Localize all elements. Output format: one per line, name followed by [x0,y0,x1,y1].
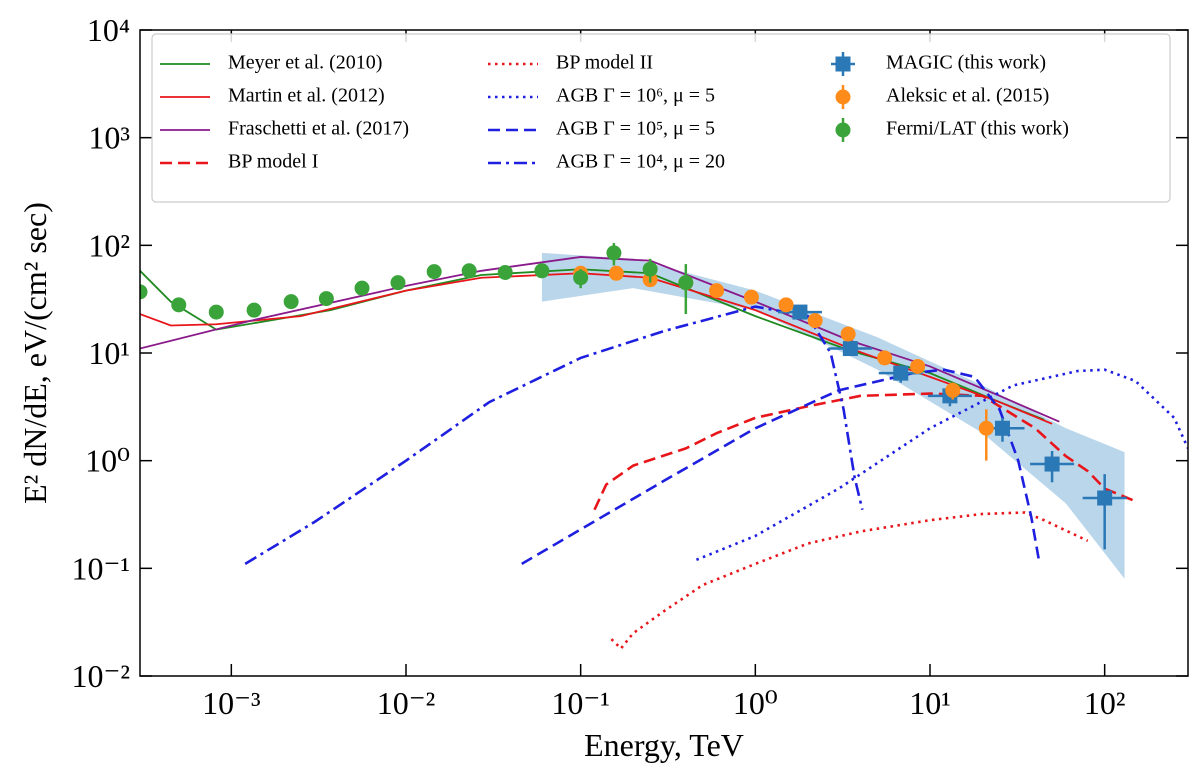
marker [807,313,823,329]
legend-swatch [835,122,851,138]
marker [1097,490,1113,506]
marker [743,289,759,305]
model-line [244,305,864,565]
marker [642,261,658,277]
model-line [593,392,1136,511]
marker [354,280,370,296]
y-axis-label: E² dN/dE, eV/(cm² sec) [17,202,53,504]
marker [840,326,856,342]
axes: 10⁻³ 10⁻² 10⁻¹ 10⁰ 10¹ 10² 10⁻² 10⁻¹ 10⁰ 10¹ 10² 10… [72,12,1188,721]
marker [573,270,589,286]
marker [461,263,477,279]
legend-label: BP model II [556,52,653,74]
legend-label: Fermi/LAT (this work) [886,118,1069,140]
uncertainty-band [541,252,1125,579]
marker [709,283,725,299]
marker [318,291,334,307]
marker [1044,456,1060,472]
legend-label: MAGIC (this work) [886,52,1046,74]
x-tick-label: 10² [1084,685,1126,721]
x-tick-label: 10⁻² [377,685,435,721]
marker [497,264,513,280]
legend-frame [151,33,1171,203]
x-axis-label: Energy, TeV [584,727,744,763]
marker [283,294,299,310]
marker [842,341,858,357]
y-tick-label: 10¹ [88,335,130,371]
x-tick-label: 10⁻¹ [551,685,609,721]
legend-label: AGB Γ = 10⁵, μ = 5 [556,118,715,140]
marker [994,420,1010,436]
legend-label: BP model I [228,151,318,173]
y-tick-label: 10³ [88,120,130,156]
marker [910,358,926,374]
y-tick-label: 10⁴ [87,12,130,48]
legend-swatch [835,89,851,105]
legend-label: AGB Γ = 10⁴, μ = 20 [556,151,725,173]
marker [893,365,909,381]
marker [606,245,622,261]
marker [792,304,808,320]
x-tick-label: 10¹ [909,685,951,721]
marker [390,275,406,291]
marker [140,284,148,300]
model-line [521,368,1041,565]
legend-label: AGB Γ = 10⁶, μ = 5 [556,85,715,107]
legend: Meyer et al. (2010) Martin et al. (2012) F… [160,52,1069,173]
marker [246,302,262,318]
marker [877,350,893,366]
marker [171,297,187,313]
legend-label: Meyer et al. (2010) [228,52,382,74]
legend-label: Aleksic et al. (2015) [886,85,1049,107]
marker [534,263,550,279]
marker [208,304,224,320]
legend-swatch [835,56,851,72]
marker [978,420,994,436]
legend-label: Fraschetti et al. (2017) [228,118,409,140]
marker [608,265,624,281]
legend-label: Martin et al. (2012) [228,85,385,107]
marker [678,275,694,291]
marker [426,264,442,280]
x-tick-label: 10⁻³ [202,685,260,721]
marker [945,382,961,398]
x-tick-label: 10⁰ [733,685,778,721]
y-tick-label: 10⁻¹ [72,550,130,586]
model-line [610,511,1089,651]
plot-area [140,243,1188,651]
y-tick-label: 10² [88,227,130,263]
y-tick-label: 10⁻² [72,658,130,694]
marker [778,297,794,313]
y-tick-label: 10⁰ [85,443,130,479]
